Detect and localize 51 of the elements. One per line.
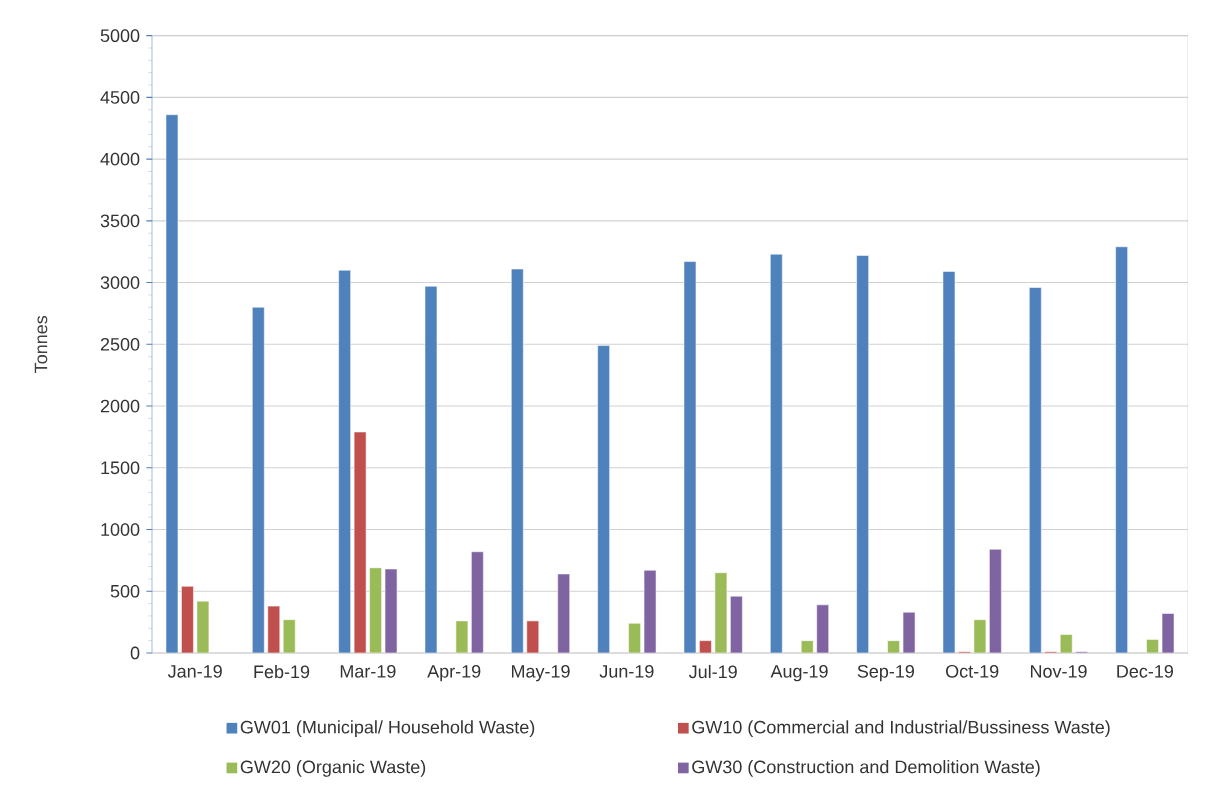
bar	[643, 569, 657, 653]
x-tick-label: Jul-19	[688, 664, 737, 679]
bar	[338, 269, 351, 653]
legend-label: GW01 (Municipal/ Household Waste)	[240, 720, 535, 738]
x-tick-label: Sep-19	[857, 664, 914, 682]
bar	[902, 611, 916, 653]
x-tick-label: Feb-19	[254, 664, 310, 679]
y-tick-label: 2500	[100, 337, 140, 351]
bar	[353, 431, 367, 653]
y-tick-label: 0	[130, 646, 140, 660]
bar	[989, 549, 1002, 653]
bar	[181, 586, 194, 653]
x-tick-label: Jun-19	[599, 664, 654, 678]
y-tick-label: 1000	[101, 523, 140, 536]
y-tick-label: 5000	[100, 29, 140, 43]
y-tick-label: 4000	[100, 152, 140, 166]
bar	[526, 620, 540, 653]
bar	[384, 568, 398, 653]
y-tick-label: 1500	[101, 461, 140, 475]
bar	[267, 605, 281, 653]
bar	[597, 345, 610, 653]
y-tick-label: 3000	[100, 276, 140, 289]
y-axis-title: Tonnes	[34, 315, 48, 373]
x-tick-label: Nov-19	[1030, 664, 1087, 678]
x-tick-label: Jan-19	[167, 664, 222, 678]
bar	[1029, 287, 1042, 653]
x-tick-label: Dec-19	[1117, 664, 1173, 678]
bar	[557, 573, 570, 653]
bar	[252, 307, 265, 653]
y-tick-label: 3500	[100, 214, 140, 228]
legend-label: GW10 (Commercial and Industrial/Bussiness Waste)	[692, 720, 1110, 738]
bar	[770, 253, 783, 653]
y-tick-label: 500	[110, 584, 140, 598]
legend-label: GW20 (Organic Waste)	[240, 760, 426, 777]
bar	[369, 567, 382, 653]
x-tick-label: Apr-19	[427, 664, 481, 682]
legend-label: GW30 (Construction and Demolition Waste)	[692, 760, 1040, 777]
bar	[730, 595, 743, 653]
bar	[1161, 613, 1175, 653]
bar	[1115, 246, 1128, 653]
bar	[816, 604, 829, 653]
bar	[511, 268, 524, 653]
x-tick-label: Aug-19	[770, 664, 828, 682]
bar	[471, 551, 484, 653]
x-tick-label: Oct-19	[946, 664, 999, 678]
y-tick-label: 2000	[100, 399, 140, 413]
x-tick-label: Mar-19	[340, 664, 396, 678]
bar	[856, 255, 869, 653]
x-tick-label: May-19	[511, 664, 570, 682]
bar	[699, 640, 712, 653]
y-tick-label: 4500	[100, 91, 140, 104]
